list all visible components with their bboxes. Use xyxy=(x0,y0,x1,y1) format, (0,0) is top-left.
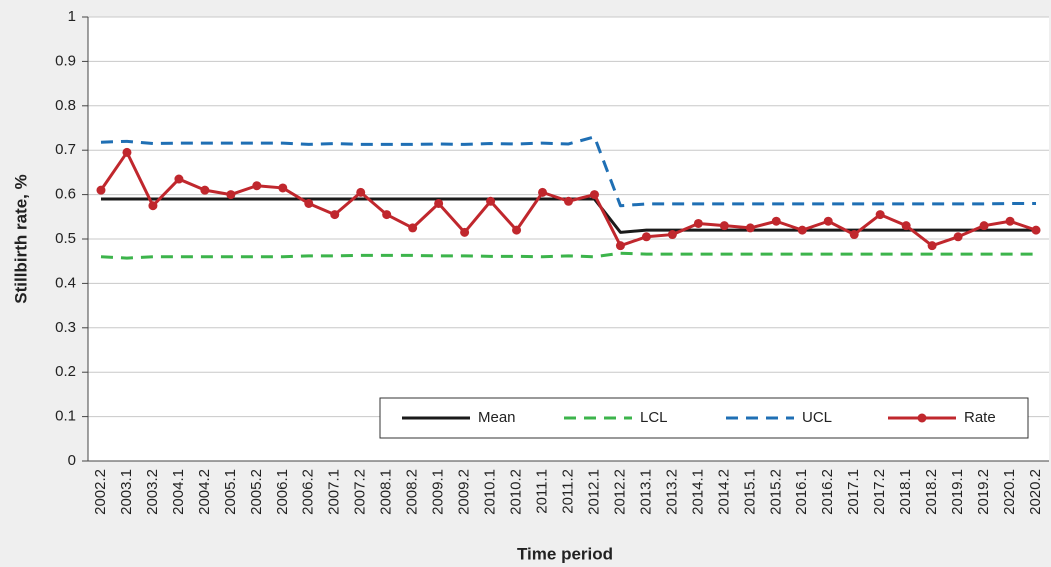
x-tick-label: 2016.2 xyxy=(819,469,836,515)
x-tick-label: 2005.2 xyxy=(248,469,265,515)
x-axis-title: Time period xyxy=(517,544,613,563)
x-tick-label: 2007.2 xyxy=(352,469,369,515)
rate-marker xyxy=(667,230,677,240)
x-tick-label: 2014.1 xyxy=(689,469,706,515)
series-line xyxy=(100,135,1037,208)
y-tick-label: 0.2 xyxy=(55,363,76,380)
rate-marker xyxy=(797,225,807,235)
x-tick-label: 2017.1 xyxy=(845,469,862,515)
rate-marker xyxy=(901,221,911,231)
rate-marker xyxy=(849,230,859,240)
rate-marker xyxy=(252,181,262,191)
rate-marker xyxy=(823,216,833,226)
rate-marker xyxy=(278,183,288,193)
rate-marker xyxy=(434,198,444,208)
x-tick-label: 2014.2 xyxy=(715,469,732,515)
rate-marker xyxy=(304,198,314,208)
x-tick-label: 2016.1 xyxy=(793,469,810,515)
rate-marker xyxy=(148,201,158,211)
y-tick-label: 1 xyxy=(68,8,76,25)
rate-marker xyxy=(330,210,340,220)
x-tick-label: 2018.1 xyxy=(897,469,914,515)
y-tick-label: 0.8 xyxy=(55,97,76,114)
x-tick-label: 2011.2 xyxy=(559,469,576,514)
x-tick-label: 2009.2 xyxy=(456,469,473,515)
x-tick-label: 2015.2 xyxy=(767,469,784,515)
rate-marker xyxy=(771,216,781,226)
rate-marker xyxy=(564,196,573,206)
rate-marker xyxy=(538,187,548,197)
rate-marker xyxy=(1005,216,1015,226)
rate-marker xyxy=(382,210,392,220)
rate-marker xyxy=(615,241,625,251)
y-tick-label: 0.1 xyxy=(55,408,76,425)
x-tick-label: 2009.1 xyxy=(430,469,447,515)
y-tick-label: 0.3 xyxy=(55,319,76,336)
x-tick-label: 2004.1 xyxy=(170,469,187,515)
x-tick-label: 2019.1 xyxy=(949,469,966,515)
rate-marker xyxy=(745,223,755,233)
rate-marker xyxy=(953,232,963,242)
y-tick-label: 0.4 xyxy=(55,274,76,291)
x-tick-label: 2005.1 xyxy=(222,469,239,515)
rate-marker xyxy=(641,232,651,242)
rate-marker xyxy=(174,174,184,184)
x-tick-label: 2006.2 xyxy=(300,469,317,515)
rate-marker xyxy=(486,196,496,206)
rate-marker xyxy=(96,185,106,195)
x-tick-label: 2018.2 xyxy=(923,469,940,515)
y-tick-label: 0.9 xyxy=(55,52,76,69)
x-tick-label: 2004.2 xyxy=(196,469,213,515)
rate-marker xyxy=(512,225,522,235)
rate-marker xyxy=(408,223,418,233)
x-tick-label: 2012.2 xyxy=(611,469,628,515)
y-tick-label: 0.5 xyxy=(55,230,76,247)
x-tick-label: 2003.2 xyxy=(144,469,161,515)
rate-marker xyxy=(226,190,236,200)
x-tick-label: 2006.1 xyxy=(274,469,291,515)
x-tick-label: 2010.2 xyxy=(508,469,525,515)
legend-label: Mean xyxy=(478,409,516,426)
rate-marker xyxy=(122,147,132,157)
y-tick-label: 0.6 xyxy=(55,186,76,203)
x-tick-label: 2008.2 xyxy=(404,469,421,515)
x-tick-label: 2015.1 xyxy=(741,469,758,515)
rate-marker xyxy=(1031,225,1041,235)
x-tick-label: 2020.1 xyxy=(1001,469,1018,515)
rate-marker xyxy=(356,187,366,197)
legend-label: UCL xyxy=(802,409,832,426)
x-tick-label: 2017.2 xyxy=(871,469,888,515)
series-line xyxy=(100,251,1037,260)
rate-marker xyxy=(927,241,937,251)
legend-label: LCL xyxy=(640,409,668,426)
y-tick-label: 0 xyxy=(68,452,76,469)
y-axis-title: Stillbirth rate, % xyxy=(11,174,30,303)
x-tick-label: 2007.1 xyxy=(326,469,343,515)
x-tick-label: 2010.1 xyxy=(482,469,499,515)
x-tick-label: 2008.1 xyxy=(378,469,395,515)
x-tick-label: 2020.2 xyxy=(1027,469,1044,515)
rate-marker xyxy=(589,190,599,200)
rate-marker xyxy=(979,221,989,231)
rate-marker xyxy=(460,227,470,237)
x-tick-label: 2013.2 xyxy=(663,469,680,515)
x-tick-label: 2011.1 xyxy=(533,469,550,514)
rate-marker xyxy=(693,218,703,228)
legend-label: Rate xyxy=(964,409,996,426)
x-tick-label: 2002.2 xyxy=(92,469,109,515)
x-tick-label: 2003.1 xyxy=(118,469,135,515)
rate-marker xyxy=(719,221,729,231)
y-tick-label: 0.7 xyxy=(55,141,76,158)
rate-marker xyxy=(875,210,885,220)
x-tick-label: 2013.1 xyxy=(637,469,654,515)
rate-marker xyxy=(200,185,210,195)
legend-marker xyxy=(917,413,927,423)
x-tick-label: 2019.2 xyxy=(975,469,992,515)
x-tick-label: 2012.1 xyxy=(585,469,602,515)
